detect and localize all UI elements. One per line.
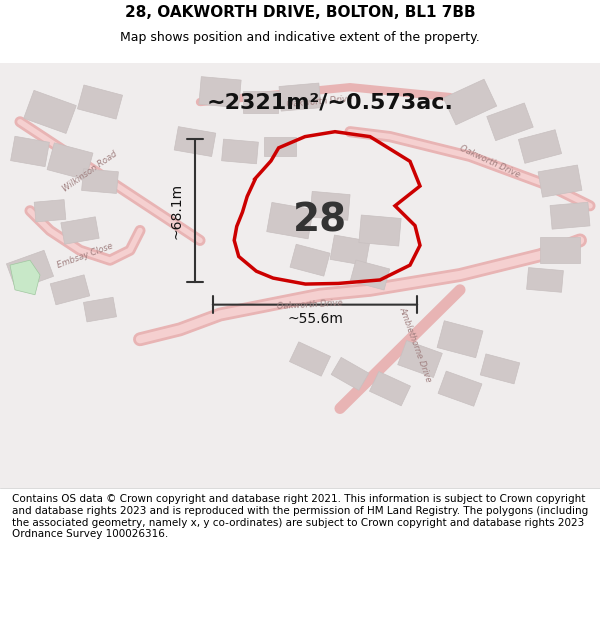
Polygon shape — [10, 260, 40, 295]
Text: Contains OS data © Crown copyright and database right 2021. This information is : Contains OS data © Crown copyright and d… — [12, 494, 588, 539]
Polygon shape — [7, 250, 53, 290]
Polygon shape — [242, 91, 277, 113]
Polygon shape — [437, 321, 483, 357]
Polygon shape — [77, 85, 122, 119]
Text: ~68.1m: ~68.1m — [170, 182, 184, 239]
Polygon shape — [82, 169, 118, 194]
Text: 28, OAKWORTH DRIVE, BOLTON, BL1 7BB: 28, OAKWORTH DRIVE, BOLTON, BL1 7BB — [125, 5, 475, 20]
Polygon shape — [331, 357, 369, 390]
Polygon shape — [310, 191, 350, 220]
Polygon shape — [487, 103, 533, 141]
Polygon shape — [221, 139, 259, 164]
Polygon shape — [518, 130, 562, 163]
Polygon shape — [443, 79, 497, 125]
Polygon shape — [359, 215, 401, 246]
Polygon shape — [279, 83, 321, 111]
Polygon shape — [480, 354, 520, 384]
Text: Embsay Close: Embsay Close — [56, 241, 114, 269]
Polygon shape — [540, 238, 580, 263]
Text: ~55.6m: ~55.6m — [287, 312, 343, 326]
Polygon shape — [538, 165, 582, 198]
Polygon shape — [289, 342, 331, 376]
Polygon shape — [11, 136, 49, 167]
Polygon shape — [370, 371, 410, 406]
Polygon shape — [527, 268, 563, 292]
Polygon shape — [550, 202, 590, 229]
Text: Amblethorne Drive: Amblethorne Drive — [397, 306, 433, 383]
Polygon shape — [34, 199, 66, 222]
Polygon shape — [47, 143, 93, 180]
Polygon shape — [350, 260, 390, 290]
Text: Oakworth Drive: Oakworth Drive — [277, 298, 343, 311]
Polygon shape — [438, 371, 482, 406]
Polygon shape — [264, 137, 296, 156]
Polygon shape — [61, 217, 99, 244]
Text: Wilkinson Road: Wilkinson Road — [61, 149, 119, 193]
Text: 28: 28 — [293, 202, 347, 239]
Polygon shape — [330, 235, 370, 266]
Polygon shape — [199, 77, 241, 108]
Polygon shape — [174, 127, 216, 156]
Polygon shape — [398, 341, 442, 377]
Polygon shape — [50, 275, 90, 305]
Text: Oakworth Drive: Oakworth Drive — [458, 143, 521, 179]
Polygon shape — [24, 91, 76, 134]
Polygon shape — [267, 202, 313, 239]
Text: Oakworth Drive: Oakworth Drive — [287, 94, 353, 109]
Polygon shape — [83, 298, 116, 322]
Polygon shape — [290, 244, 330, 276]
Text: ~2321m²/~0.573ac.: ~2321m²/~0.573ac. — [206, 92, 454, 112]
Text: Map shows position and indicative extent of the property.: Map shows position and indicative extent… — [120, 31, 480, 44]
